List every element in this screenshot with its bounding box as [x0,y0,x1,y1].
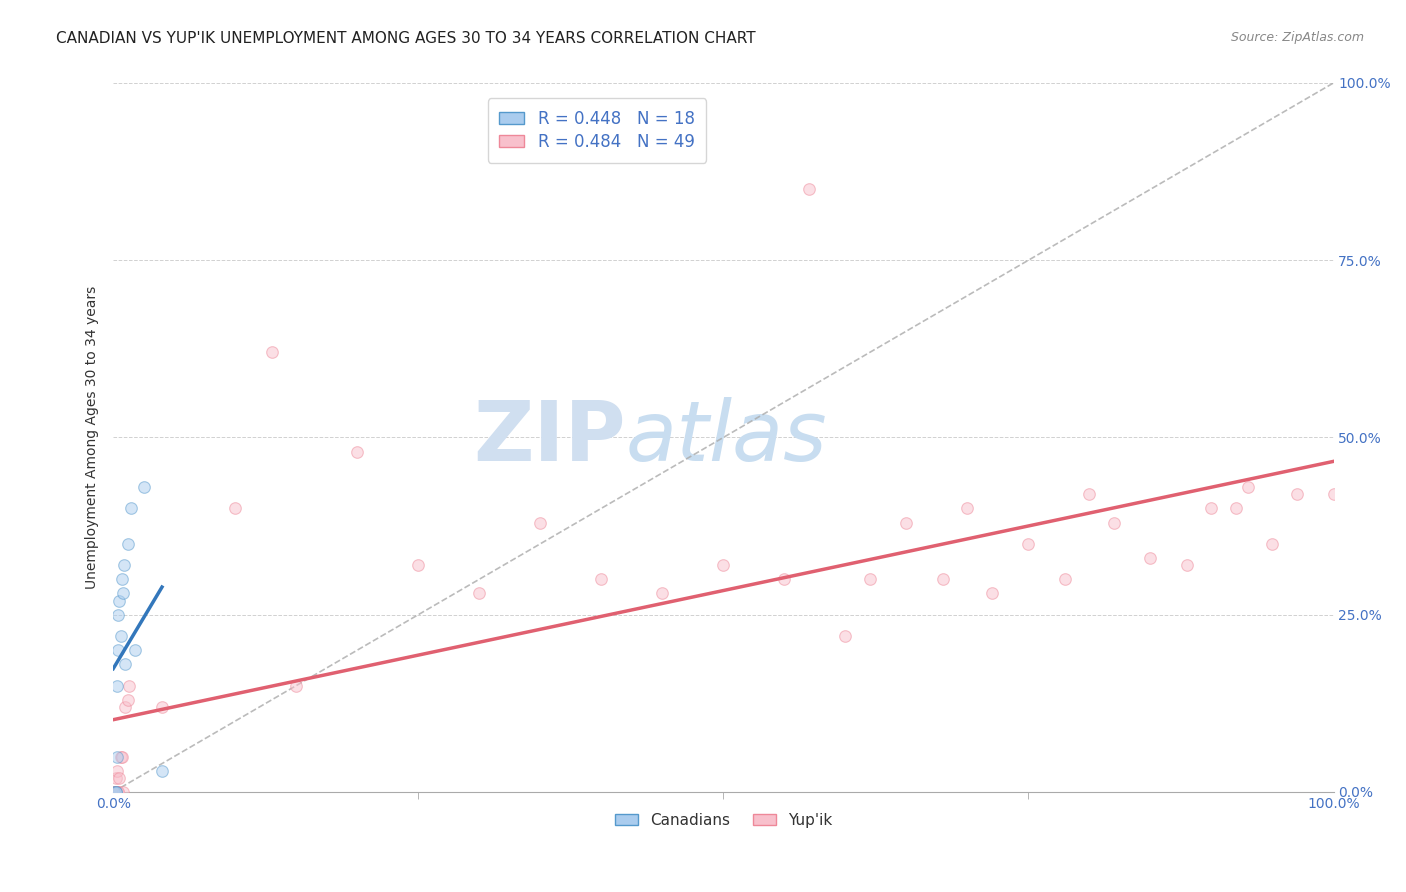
Point [260,345,283,359]
Point [346,444,368,458]
Point [118,679,141,693]
Point [114,657,136,672]
Point [104,785,127,799]
Point [406,558,429,572]
Point [105,679,128,693]
Text: CANADIAN VS YUP'IK UNEMPLOYMENT AMONG AGES 30 TO 34 YEARS CORRELATION CHART: CANADIAN VS YUP'IK UNEMPLOYMENT AMONG AG… [56,31,756,46]
Point [859,572,882,586]
Point [121,501,143,516]
Legend: Canadians, Yup'ik: Canadians, Yup'ik [609,806,838,834]
Y-axis label: Unemployment Among Ages 30 to 34 years: Unemployment Among Ages 30 to 34 years [86,285,100,589]
Point [1225,501,1247,516]
Point [285,679,308,693]
Point [104,785,127,799]
Point [108,593,131,607]
Point [150,699,173,714]
Point [468,586,491,600]
Point [104,785,127,799]
Point [896,516,918,530]
Point [111,785,134,799]
Point [1261,537,1284,551]
Point [1139,551,1161,566]
Point [103,785,125,799]
Point [132,480,155,494]
Text: Source: ZipAtlas.com: Source: ZipAtlas.com [1230,31,1364,45]
Point [773,572,796,586]
Point [797,182,820,196]
Point [1053,572,1076,586]
Point [1078,487,1101,501]
Point [107,785,129,799]
Point [651,586,673,600]
Point [103,785,125,799]
Point [111,749,134,764]
Text: atlas: atlas [626,397,827,478]
Point [1285,487,1308,501]
Point [117,693,139,707]
Text: ZIP: ZIP [474,397,626,478]
Point [107,785,129,799]
Point [105,785,128,799]
Point [105,764,128,778]
Point [956,501,979,516]
Point [1201,501,1223,516]
Point [1237,480,1260,494]
Point [114,699,136,714]
Point [107,785,129,799]
Point [124,643,146,657]
Point [932,572,955,586]
Point [104,771,127,785]
Point [591,572,613,586]
Point [1102,516,1125,530]
Point [711,558,734,572]
Point [112,558,135,572]
Point [1322,487,1344,501]
Point [105,785,128,799]
Point [111,572,134,586]
Point [110,629,132,643]
Point [108,771,131,785]
Point [111,586,134,600]
Point [105,749,128,764]
Point [1175,558,1198,572]
Point [117,537,139,551]
Point [1017,537,1039,551]
Point [107,607,129,622]
Point [107,643,129,657]
Point [224,501,246,516]
Point [980,586,1002,600]
Point [103,785,125,799]
Point [110,749,132,764]
Point [529,516,551,530]
Point [150,764,173,778]
Point [834,629,856,643]
Point [103,785,125,799]
